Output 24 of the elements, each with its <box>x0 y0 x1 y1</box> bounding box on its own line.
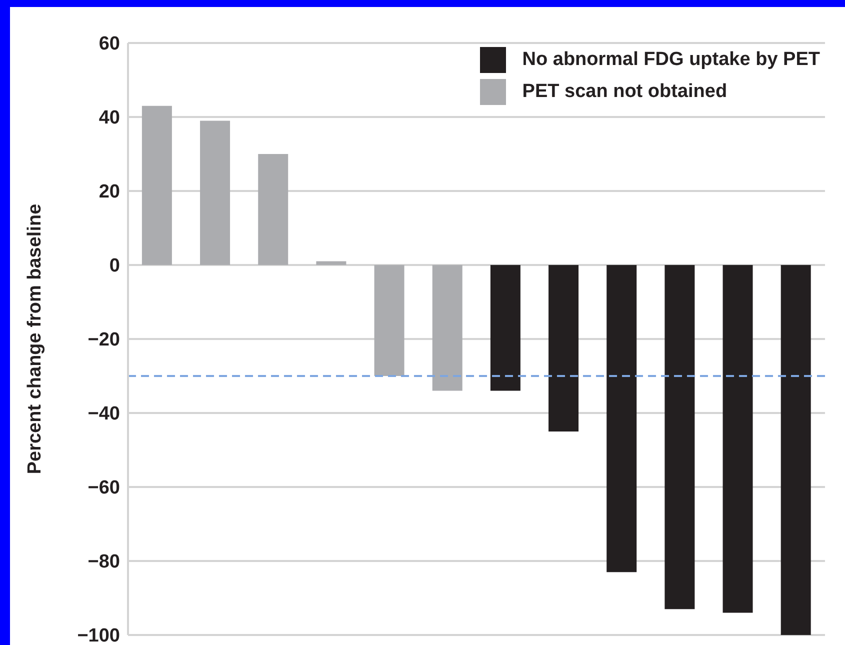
y-tick-label: −60 <box>88 478 120 499</box>
y-tick-label: 20 <box>98 182 120 203</box>
bar <box>316 261 346 265</box>
bar <box>142 106 172 265</box>
bar <box>722 265 753 613</box>
y-tick-label: −20 <box>88 330 120 351</box>
y-tick-label: −100 <box>77 626 120 645</box>
bar <box>606 265 637 572</box>
bar <box>664 265 695 610</box>
y-tick-label: 40 <box>98 108 120 129</box>
bar <box>490 265 520 391</box>
y-axis-title: Percent change from baseline <box>24 204 46 474</box>
bar <box>432 265 462 391</box>
y-tick-label: −40 <box>88 404 120 425</box>
legend-label: PET scan not obtained <box>522 81 728 103</box>
bar <box>258 154 288 265</box>
bar <box>200 120 230 265</box>
bar <box>780 265 811 635</box>
y-tick-label: −80 <box>88 552 120 573</box>
y-tick-label: 60 <box>98 34 120 55</box>
y-tick-label: 0 <box>109 256 120 277</box>
bar <box>548 265 579 432</box>
legend-label: No abnormal FDG uptake by PET <box>522 49 820 71</box>
bar <box>374 265 404 376</box>
